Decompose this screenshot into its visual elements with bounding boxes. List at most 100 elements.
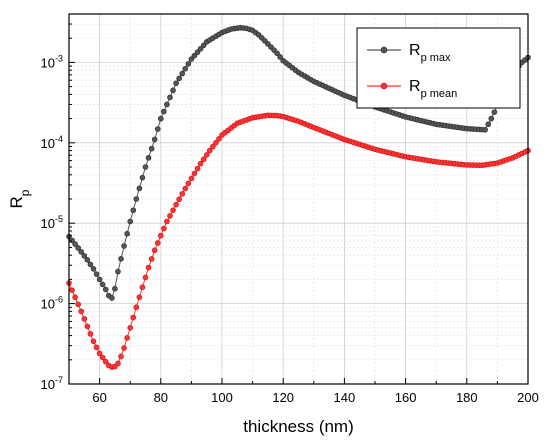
data-point-rp-mean [197, 160, 204, 167]
y-tick-label: 10-6 [41, 295, 63, 312]
legend-label-rp-mean-sub: p mean [421, 88, 458, 100]
legend-label-rp-mean-base: R [409, 78, 421, 95]
data-point-rp-max [87, 261, 94, 268]
data-point-rp-max [118, 256, 124, 262]
y-axis-title: Rp [7, 189, 32, 208]
legend-item-rp-mean: Rp mean [367, 78, 457, 100]
data-point-rp-mean [216, 136, 222, 142]
legend-label-rp-max: Rp max [409, 42, 451, 64]
data-point-rp-mean [96, 350, 103, 357]
y-tick-label-base: 10 [41, 55, 55, 70]
data-point-rp-max [488, 115, 495, 122]
series-rp-max [66, 24, 531, 301]
data-point-rp-max [197, 45, 204, 52]
data-point-rp-max [176, 75, 182, 82]
data-point-rp-mean [102, 358, 109, 365]
data-point-rp-mean [158, 232, 164, 239]
y-tick-label-exp: -6 [55, 295, 63, 305]
data-point-rp-max [148, 145, 155, 152]
data-point-rp-mean [200, 156, 207, 163]
data-point-rp-max [491, 109, 498, 115]
data-point-rp-max [191, 52, 198, 59]
y-axis-title-sub: p [18, 189, 32, 196]
data-point-rp-max [161, 108, 167, 115]
data-point-rp-max [115, 268, 121, 275]
data-point-rp-max [127, 218, 133, 225]
data-point-rp-max [182, 65, 189, 72]
x-tick-label: 180 [456, 390, 478, 405]
data-point-rp-mean [118, 353, 124, 360]
data-point-rp-max [482, 127, 488, 133]
data-point-rp-mean [139, 284, 146, 290]
series-layer [66, 24, 531, 370]
data-point-rp-max [158, 115, 164, 122]
data-point-rp-mean [84, 323, 91, 330]
data-point-rp-mean [127, 325, 133, 331]
y-tick-label-base: 10 [41, 136, 55, 151]
data-point-rp-mean [154, 240, 161, 246]
series-rp-mean [66, 112, 531, 370]
data-point-rp-mean [142, 274, 149, 281]
data-point-rp-mean [93, 344, 100, 351]
data-point-rp-max [84, 257, 91, 263]
legend-item-rp-max: Rp max [367, 42, 451, 64]
legend-label-rp-mean: Rp mean [409, 78, 457, 100]
data-point-rp-max [188, 56, 195, 62]
data-point-rp-max [170, 87, 176, 94]
x-tick-label: 100 [211, 390, 233, 405]
data-point-rp-max [179, 70, 186, 77]
data-point-rp-max [121, 243, 127, 249]
data-point-rp-mean [210, 143, 216, 150]
data-point-rp-mean [121, 345, 127, 351]
y-tick-label: 10-3 [41, 53, 63, 70]
data-point-rp-mean [185, 180, 192, 187]
data-point-rp-mean [78, 308, 85, 315]
data-point-rp-mean [188, 175, 195, 182]
data-point-rp-mean [203, 152, 210, 158]
data-point-rp-max [485, 121, 492, 128]
data-point-rp-max [72, 241, 78, 247]
x-tick-labels: 60 80 100 120 140 160 180 200 [92, 390, 538, 405]
x-tick-label: 80 [154, 390, 168, 405]
data-point-rp-mean [164, 218, 170, 225]
legend-marker-rp-max [380, 46, 388, 54]
data-point-rp-mean [145, 264, 152, 271]
y-tick-label-exp: -3 [55, 53, 63, 63]
data-point-rp-max [173, 80, 179, 87]
data-point-rp-max [194, 49, 201, 55]
data-point-rp-max [133, 196, 140, 202]
data-point-rp-max [96, 276, 103, 283]
data-point-rp-mean [173, 201, 179, 208]
x-tick-label: 200 [517, 390, 539, 405]
data-point-rp-max [154, 126, 161, 132]
y-tick-label-base: 10 [41, 216, 55, 231]
data-point-rp-mean [170, 207, 176, 214]
data-point-rp-max [81, 253, 88, 259]
data-point-rp-max [139, 174, 146, 181]
y-tick-label: 10-5 [41, 214, 63, 231]
data-point-rp-mean [90, 338, 97, 345]
data-point-rp-mean [167, 213, 173, 219]
data-point-rp-mean [161, 225, 167, 232]
data-point-rp-max [78, 249, 85, 255]
data-point-rp-mean [130, 314, 137, 321]
data-point-rp-max [75, 245, 81, 251]
y-tick-label-exp: -7 [55, 375, 63, 385]
data-point-rp-mean [136, 294, 143, 301]
y-tick-label: 10-4 [41, 134, 63, 151]
x-tick-label: 60 [92, 390, 106, 405]
data-point-rp-mean [72, 294, 78, 301]
data-point-rp-mean [179, 191, 186, 197]
y-tick-label-base: 10 [41, 297, 55, 312]
data-point-rp-mean [148, 256, 155, 262]
data-point-rp-mean [87, 331, 94, 337]
data-point-rp-max [90, 266, 97, 272]
data-point-rp-max [151, 136, 158, 143]
data-point-rp-max [102, 286, 109, 293]
data-point-rp-mean [75, 301, 81, 308]
x-tick-label: 140 [334, 390, 356, 405]
data-point-rp-max [109, 295, 115, 301]
data-point-rp-mean [81, 316, 88, 322]
data-point-rp-max [93, 271, 100, 277]
